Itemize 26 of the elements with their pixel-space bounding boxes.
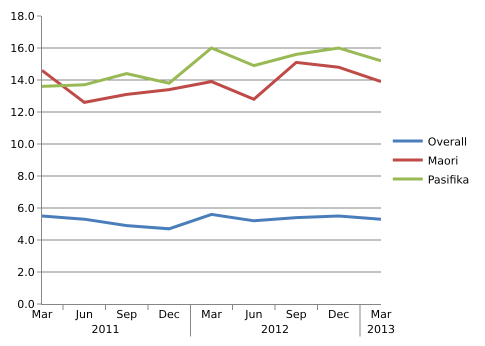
y-tick-label: 8.0 bbox=[17, 170, 35, 183]
y-tick-label: 2.0 bbox=[17, 266, 35, 279]
line-series bbox=[42, 212, 381, 230]
y-tick-label: 6.0 bbox=[17, 202, 35, 215]
y-tick-label: 14.0 bbox=[10, 74, 35, 87]
text: 2012 bbox=[261, 323, 290, 336]
legend-label: Overall bbox=[428, 135, 468, 148]
y-tick-label: 4.0 bbox=[17, 234, 35, 247]
x-tick-label: Dec bbox=[328, 308, 350, 322]
y-tick-label: 18.0 bbox=[10, 10, 35, 23]
y-tick-label: 16.0 bbox=[10, 42, 35, 55]
x-tick-label: Mar bbox=[370, 308, 392, 322]
y-tick-label: 10.0 bbox=[10, 138, 35, 151]
text: 2011 bbox=[92, 323, 120, 336]
x-tick-label: Mar bbox=[32, 308, 53, 322]
x-tick-label: Dec bbox=[158, 308, 180, 322]
x-tick-label: Sep bbox=[286, 308, 307, 322]
x-tick-label: Jun bbox=[74, 308, 93, 322]
legend-label: Pasifika bbox=[428, 173, 470, 186]
x-tick-label: Sep bbox=[116, 308, 138, 322]
x-tick-label: Jun bbox=[244, 308, 262, 322]
legend-label: Maori bbox=[428, 154, 458, 168]
y-tick-label: 12.0 bbox=[10, 106, 35, 119]
x-tick-label: Mar bbox=[201, 308, 222, 322]
text: 2013 bbox=[367, 323, 395, 336]
y-tick-label: 0.0 bbox=[17, 298, 35, 311]
